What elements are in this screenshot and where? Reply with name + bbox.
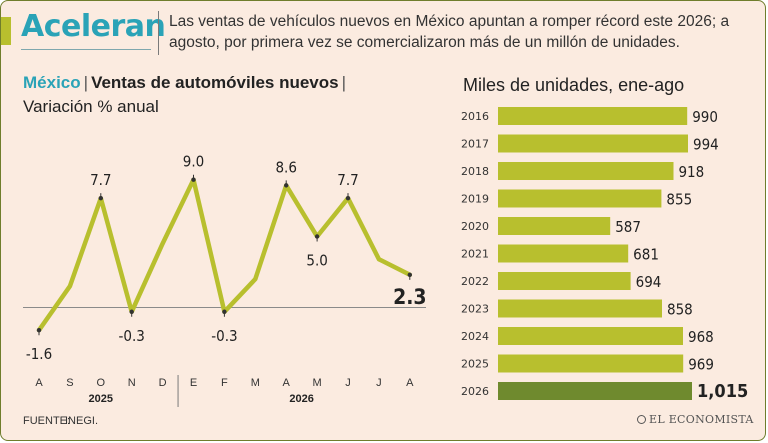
x-tick-label: D xyxy=(159,377,167,389)
bar-value-label: 918 xyxy=(678,163,704,181)
bar-chart-title: Miles de unidades, ene-ago xyxy=(463,75,685,95)
bar-value-label: 990 xyxy=(692,108,718,126)
bar xyxy=(498,382,692,400)
bar-value-label: 994 xyxy=(693,136,719,154)
bar-value-label: 587 xyxy=(615,218,641,236)
data-label: 7.7 xyxy=(337,171,358,189)
x-tick-label: A xyxy=(283,377,291,389)
bar-category-label: 2023 xyxy=(461,303,489,316)
bar-category-label: 2020 xyxy=(461,220,489,233)
bar-category-label: 2018 xyxy=(461,165,489,178)
bar-value-label: 968 xyxy=(688,328,714,346)
x-tick-label: E xyxy=(190,377,197,389)
bar-value-label: 858 xyxy=(667,301,693,319)
bar xyxy=(498,162,674,180)
x-tick-label: A xyxy=(406,377,414,389)
bar xyxy=(498,272,631,290)
bar xyxy=(498,244,629,263)
headline: Aceleran xyxy=(21,9,166,44)
data-label: 9.0 xyxy=(183,153,204,171)
bar xyxy=(498,217,611,235)
data-label: 8.6 xyxy=(275,158,296,176)
x-tick-label: F xyxy=(221,377,228,389)
bar-chart: 2016 990 2017 994 2018 918 2019 855 2020 587 2021 6… xyxy=(461,107,748,402)
line-chart-topic: Ventas de automóviles nuevos xyxy=(91,73,339,92)
bar-category-label: 2026 xyxy=(461,385,489,398)
bar xyxy=(498,354,684,373)
bar xyxy=(498,134,688,153)
x-tick-label: N xyxy=(128,377,136,389)
bar-value-label: 694 xyxy=(636,273,662,291)
data-label: -1.6 xyxy=(26,345,52,363)
bar-category-label: 2024 xyxy=(461,330,489,343)
line-chart-subtitle: Variación % anual xyxy=(23,97,159,116)
data-point xyxy=(36,328,42,333)
year-label: 2026 xyxy=(289,393,313,405)
subheadline: Las ventas de vehículos nuevos en México… xyxy=(169,13,730,51)
bar-category-label: 2017 xyxy=(461,138,489,151)
brand-globe-icon xyxy=(637,415,646,424)
line-chart-country: México xyxy=(23,73,81,92)
line-chart: -1.6 7.7 -0.3 9.0 -0.3 8.6 5.0 7.7 2.3 A S O N D E F M A M… xyxy=(23,153,427,407)
bar-value-label: 1,015 xyxy=(697,381,748,402)
bar-category-label: 2022 xyxy=(461,275,489,288)
accent-bar xyxy=(1,17,11,45)
x-tick-label: J xyxy=(376,377,382,389)
x-tick-label: A xyxy=(35,377,43,389)
data-label: 2.3 xyxy=(393,285,426,309)
bar-category-label: 2025 xyxy=(461,358,489,371)
brand-logo: EL ECONOMISTA xyxy=(637,413,754,426)
x-tick-label: M xyxy=(313,377,322,389)
bar xyxy=(498,327,683,345)
source-value: INEGI. xyxy=(65,415,99,427)
bar-value-label: 969 xyxy=(688,356,714,374)
x-tick-label: S xyxy=(66,377,73,389)
x-tick-label: M xyxy=(251,377,260,389)
bar-value-label: 855 xyxy=(666,191,692,209)
x-tick-label: J xyxy=(345,377,351,389)
line-chart-title: México | Ventas de automóviles nuevos | xyxy=(23,73,349,93)
data-label: 5.0 xyxy=(306,252,327,270)
bar-value-label: 681 xyxy=(633,246,659,264)
data-label: 7.7 xyxy=(90,171,111,189)
bar xyxy=(498,189,662,208)
headline-rule xyxy=(21,49,151,50)
bar-category-label: 2019 xyxy=(461,193,489,206)
year-label: 2025 xyxy=(89,393,113,405)
header-divider xyxy=(158,11,159,55)
data-label: -0.3 xyxy=(119,327,145,345)
bar xyxy=(498,107,688,125)
source-label: FUENTE: xyxy=(23,415,71,427)
line-chart-separator-end: | xyxy=(341,73,347,92)
bar-category-label: 2016 xyxy=(461,110,489,123)
bar xyxy=(498,299,662,318)
bar-category-label: 2021 xyxy=(461,248,489,261)
data-point xyxy=(407,272,412,278)
data-label: -0.3 xyxy=(211,327,237,345)
line-chart-separator: | xyxy=(83,73,89,92)
x-tick-label: O xyxy=(97,377,106,389)
brand-name: EL ECONOMISTA xyxy=(649,413,754,426)
